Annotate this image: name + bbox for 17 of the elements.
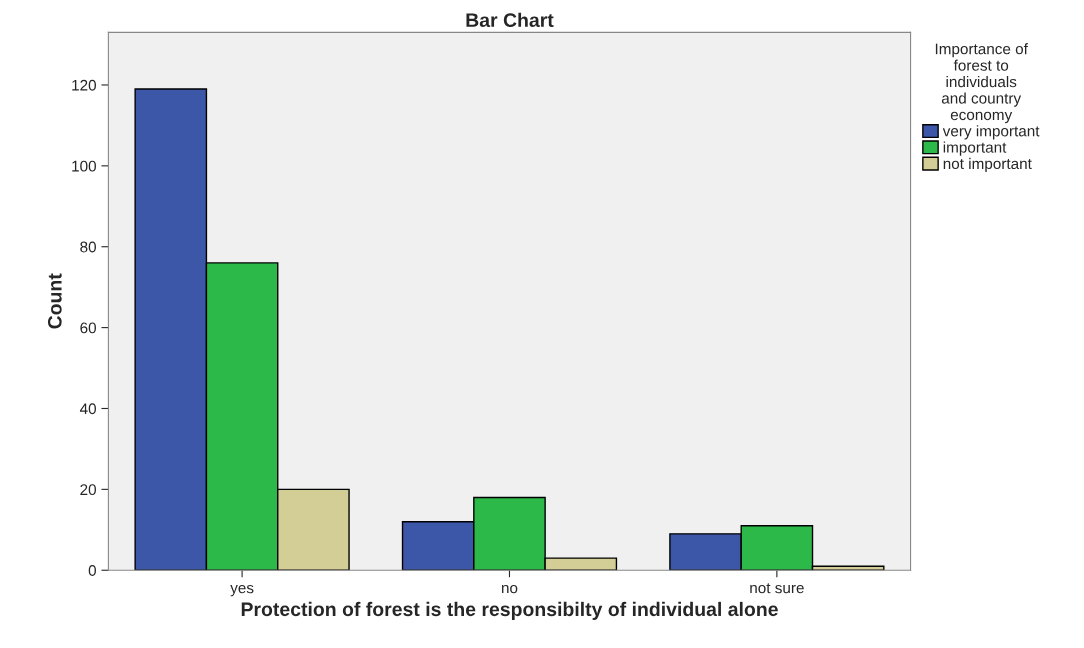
y-tick-label: 0 xyxy=(88,565,96,576)
y-tick-label: 40 xyxy=(79,403,96,415)
y-tick-label: 20 xyxy=(80,484,96,496)
legend-title: Importance of forest to individuals and country economy xyxy=(935,43,1028,124)
x-tick-label: no xyxy=(502,584,518,594)
y-tick-label: 100 xyxy=(72,160,96,172)
x-axis-title: Protection of forest is the responsibilty of individual alone xyxy=(241,601,778,620)
legend-label: important xyxy=(943,141,1007,156)
chart-title: Bar Chart xyxy=(466,12,554,28)
y-axis-title: Count xyxy=(47,273,62,329)
y-tick-label: 120 xyxy=(72,79,96,91)
x-tick-label: yes xyxy=(230,584,254,597)
legend-label: very important xyxy=(942,125,1040,140)
x-tick-label: not sure xyxy=(750,583,804,594)
y-tick-label: 60 xyxy=(80,322,96,334)
legend-label: not important xyxy=(943,157,1032,173)
y-tick-label: 80 xyxy=(80,241,96,253)
